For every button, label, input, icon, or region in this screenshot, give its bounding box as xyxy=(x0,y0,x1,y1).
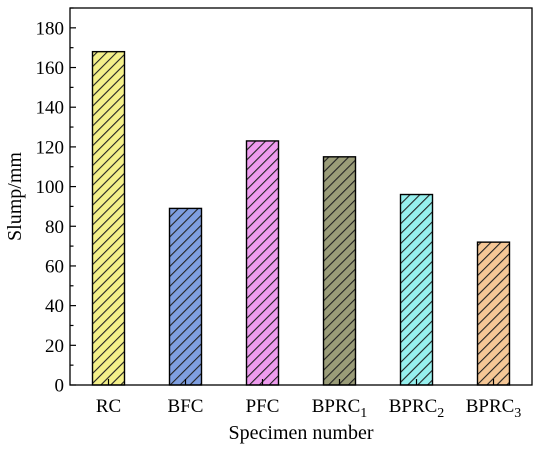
y-tick-label: 140 xyxy=(36,98,65,119)
y-tick-label: 20 xyxy=(45,336,64,357)
x-tick-label: BPRC1 xyxy=(312,396,368,421)
y-axis-title: Slump/mm xyxy=(4,152,26,241)
x-tick-label: PFC xyxy=(246,396,280,417)
y-tick-label: 160 xyxy=(36,58,65,79)
plot-frame xyxy=(69,7,533,386)
bar-3 xyxy=(322,156,357,386)
x-tick-label: BPRC3 xyxy=(466,396,522,421)
y-tick-label: 80 xyxy=(45,217,64,238)
y-axis: 0 20 40 60 80 100 120 140 160 180 xyxy=(36,7,76,397)
y-tick-label: 0 xyxy=(55,376,65,397)
x-tick-label: BPRC2 xyxy=(389,396,445,421)
bar-4 xyxy=(399,193,434,386)
y-tick-label: 180 xyxy=(36,18,65,39)
y-tick-label: 40 xyxy=(45,296,64,317)
bars-group xyxy=(91,50,511,386)
x-axis: RC BFC PFC BPRC1 BPRC2 BPRC3 xyxy=(96,379,521,421)
y-tick-label: 100 xyxy=(36,177,65,198)
bar-2 xyxy=(245,140,280,386)
bar-5 xyxy=(476,241,511,386)
bar-0 xyxy=(91,50,126,386)
y-tick-label: 120 xyxy=(36,137,65,158)
bar-1 xyxy=(168,207,203,386)
x-tick-label: BFC xyxy=(168,396,204,417)
y-tick-label: 60 xyxy=(45,256,64,277)
x-tick-label: RC xyxy=(96,396,121,417)
x-axis-title: Specimen number xyxy=(229,422,374,444)
